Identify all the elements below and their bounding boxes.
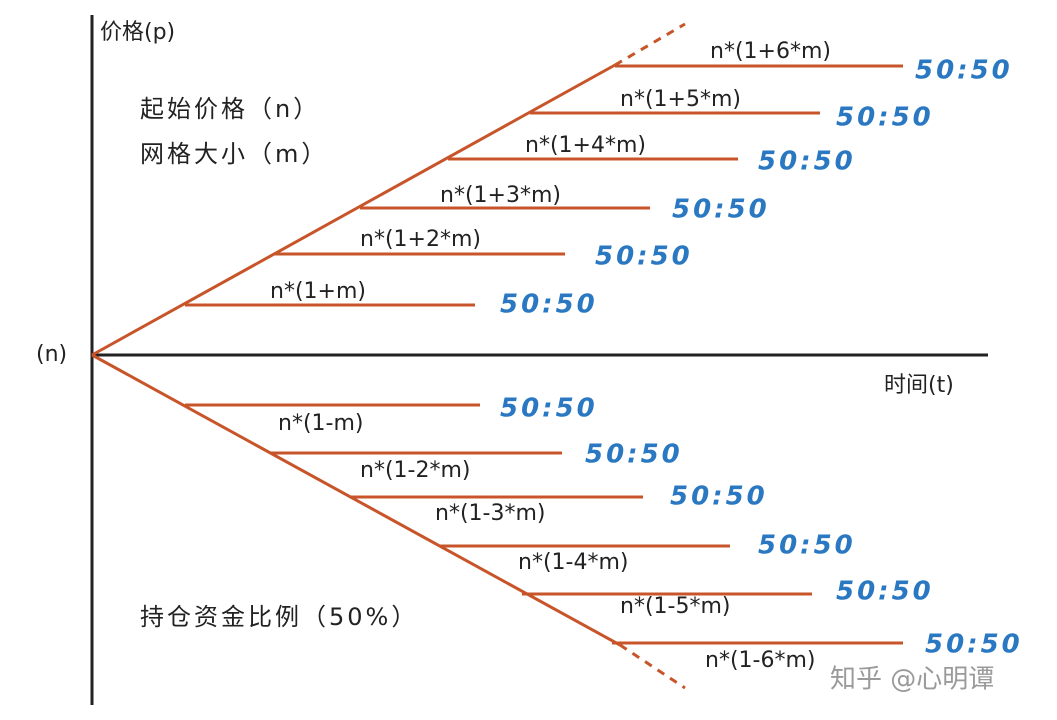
level-label: n*(1+5*m) (620, 87, 741, 112)
ratio-label: 50:50 (670, 482, 768, 512)
ratio-label: 50:50 (758, 147, 856, 177)
ratio-label: 50:50 (836, 577, 934, 607)
level-label: n*(1-2*m) (360, 458, 470, 483)
level-label: n*(1+4*m) (525, 133, 646, 158)
ratio-label: 50:50 (836, 103, 934, 133)
y-axis-label: 价格(p) (100, 20, 175, 45)
level-label: n*(1+m) (270, 279, 366, 304)
ratio-label: 50:50 (585, 440, 683, 470)
upper-diagonal (91, 63, 616, 357)
ratio-label: 50:50 (758, 531, 856, 561)
ratio-label: 50:50 (500, 394, 598, 424)
level-label: n*(1-3*m) (435, 501, 545, 526)
note: 持仓资金比例（50%） (140, 603, 418, 631)
level-label: n*(1+2*m) (360, 227, 481, 252)
level-label: n*(1+6*m) (710, 39, 831, 64)
lower-diagonal (91, 353, 621, 647)
watermark: 知乎 @心明谭 (830, 665, 994, 695)
ratio-label: 50:50 (595, 242, 693, 272)
level-label: n*(1-4*m) (518, 550, 628, 575)
note: 起始价格（n） (140, 95, 320, 123)
lower-extension (619, 643, 686, 690)
origin-label: (n) (36, 342, 67, 367)
level-label: n*(1-5*m) (620, 594, 730, 619)
x-axis-label: 时间(t) (884, 373, 954, 398)
note: 网格大小（m） (140, 140, 328, 168)
upper-extension (614, 22, 686, 67)
ratio-label: 50:50 (672, 195, 770, 225)
level-label: n*(1+3*m) (440, 183, 561, 208)
level-label: n*(1-m) (278, 411, 363, 436)
level-label: n*(1-6*m) (705, 648, 815, 673)
ratio-label: 50:50 (500, 290, 598, 320)
ratio-label: 50:50 (925, 630, 1023, 660)
ratio-label: 50:50 (915, 56, 1013, 86)
